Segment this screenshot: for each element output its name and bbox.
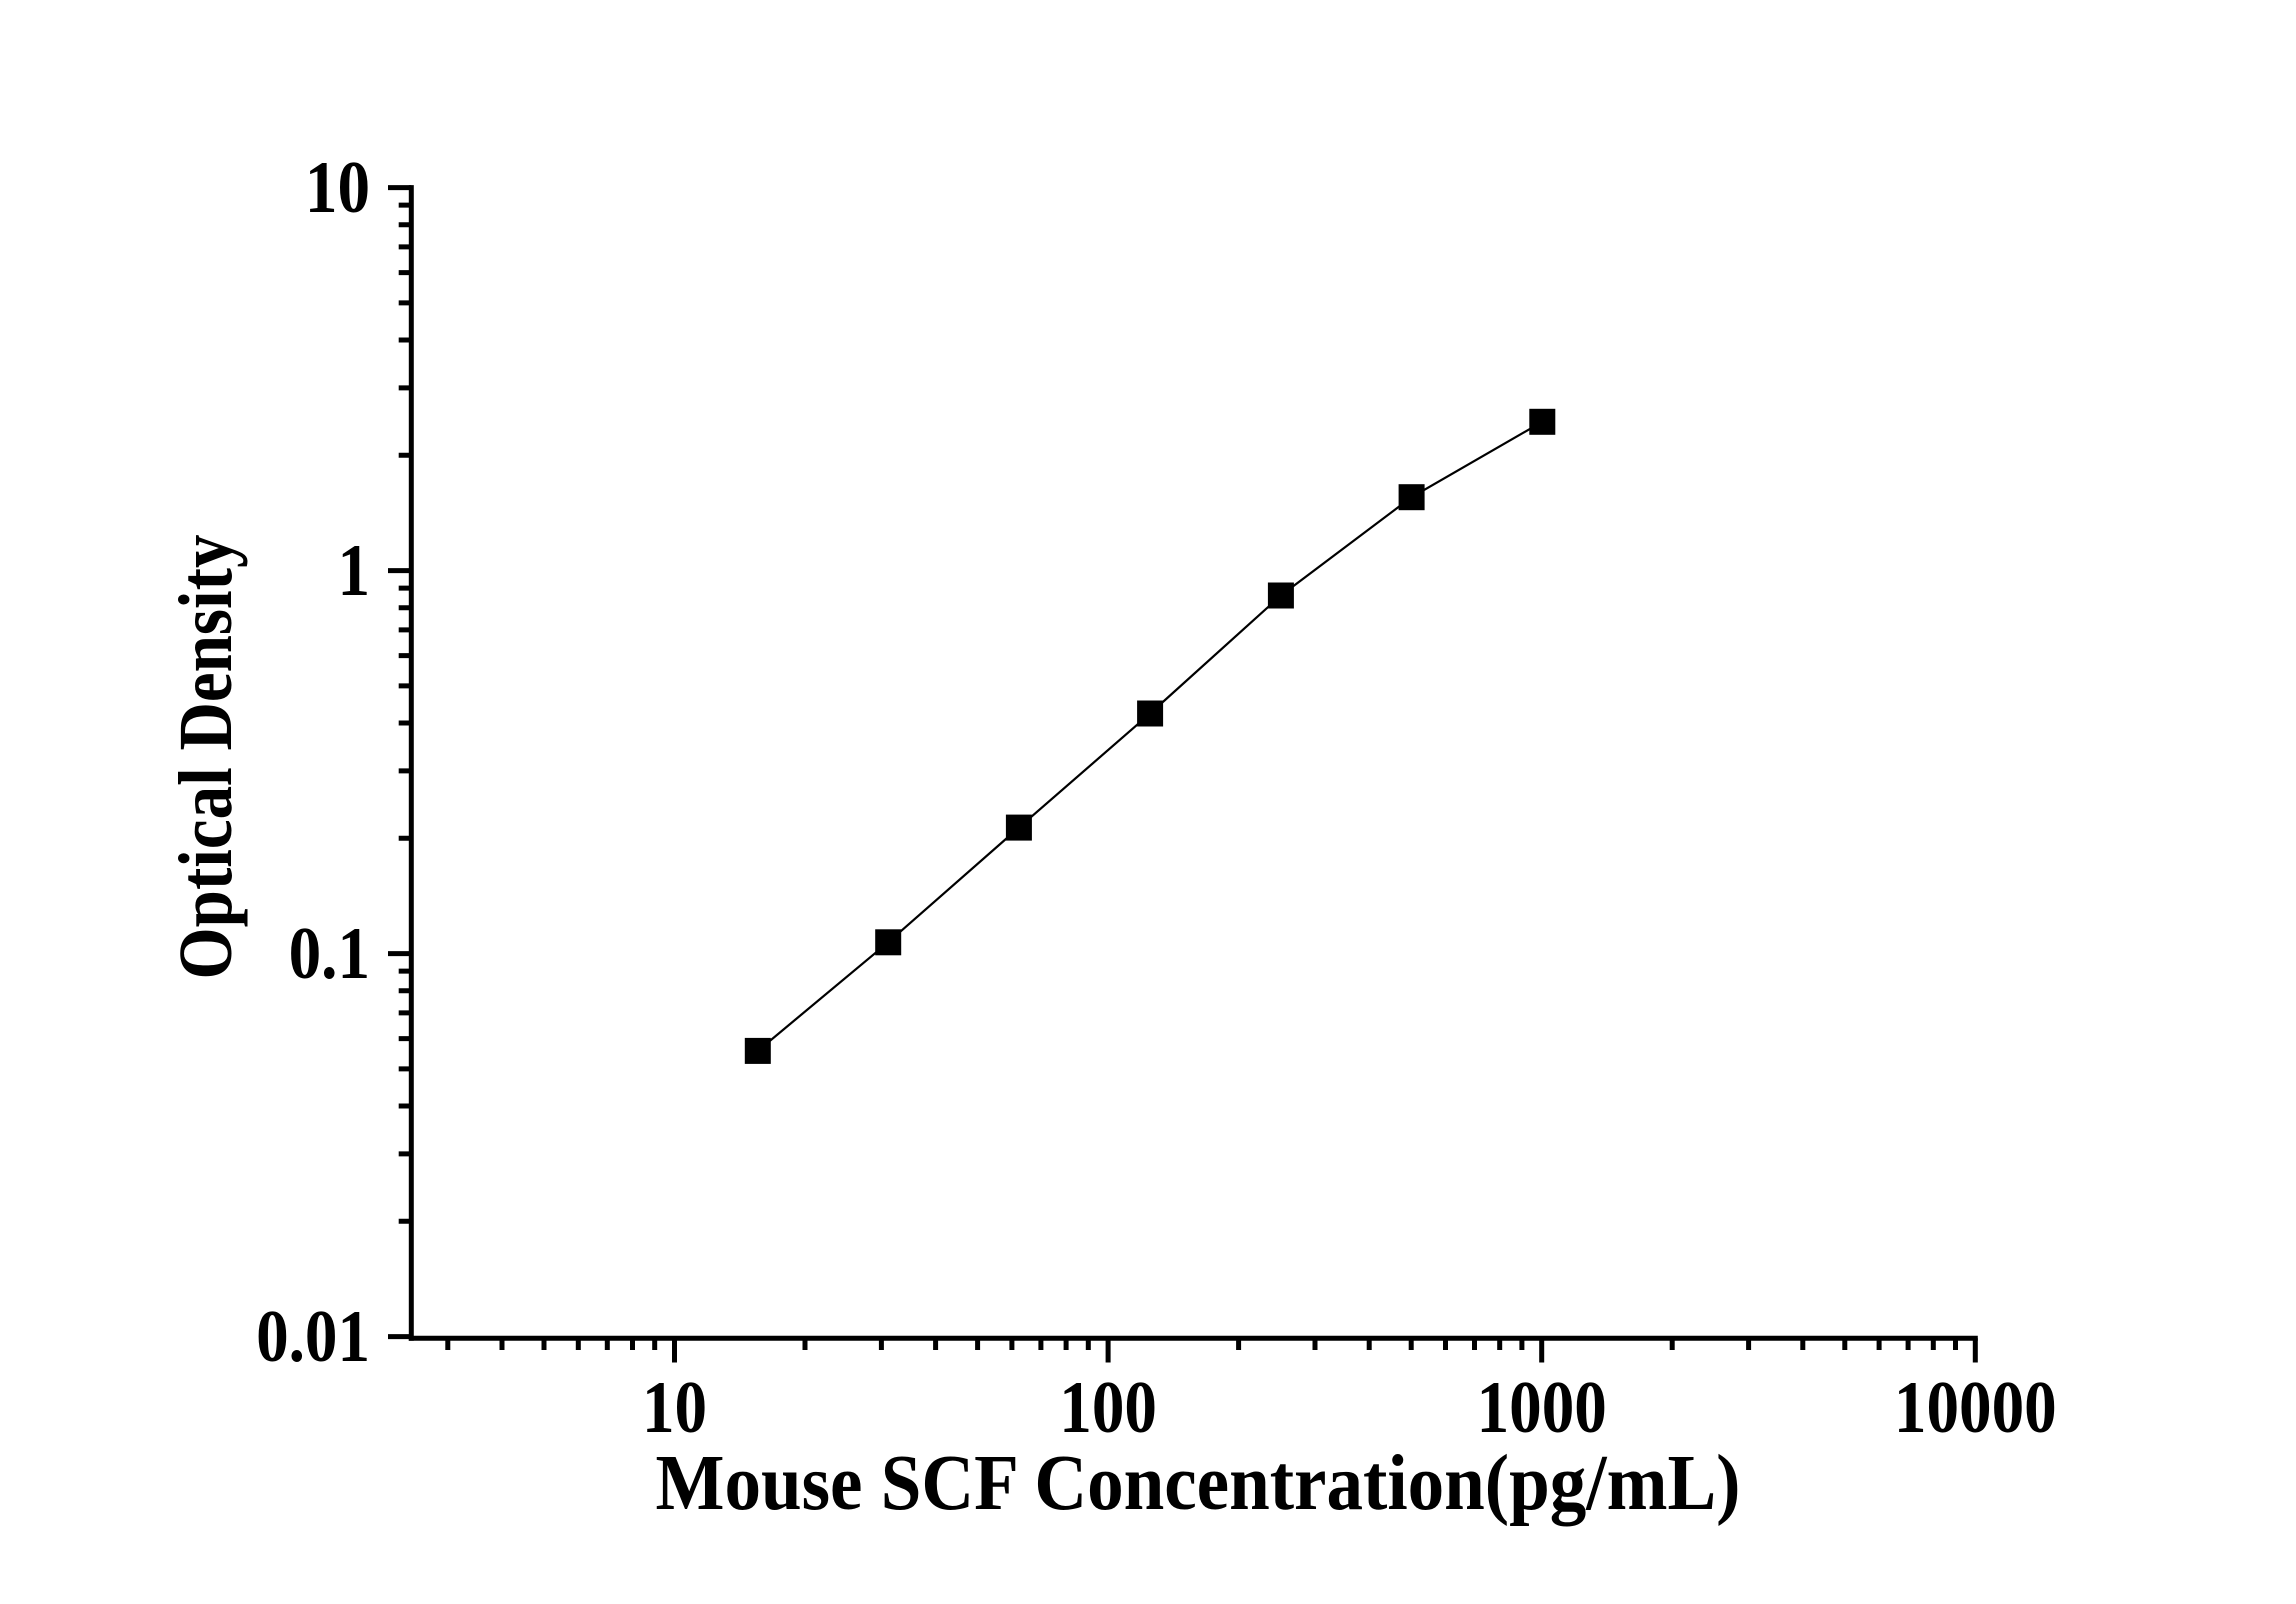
svg-text:1: 1 [337,530,370,612]
svg-text:10: 10 [642,1367,707,1449]
svg-text:Mouse SCF Concentration(pg/mL): Mouse SCF Concentration(pg/mL) [655,1439,1740,1526]
svg-text:100: 100 [1059,1367,1157,1449]
svg-text:0.1: 0.1 [289,913,370,995]
svg-text:Optical Density: Optical Density [164,534,248,979]
svg-text:10: 10 [305,147,370,229]
svg-text:0.01: 0.01 [256,1296,370,1378]
svg-text:1000: 1000 [1477,1367,1607,1449]
svg-text:10000: 10000 [1894,1367,2057,1449]
